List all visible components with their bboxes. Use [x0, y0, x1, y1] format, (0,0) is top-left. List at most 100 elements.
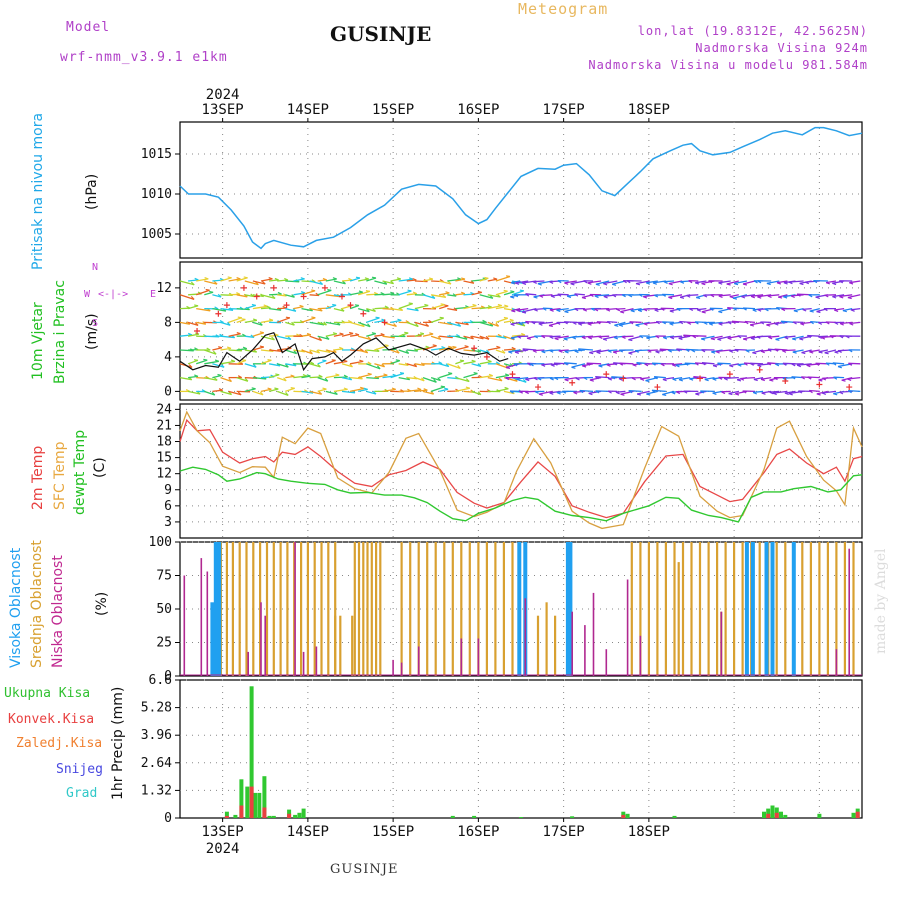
wind-vector: [366, 349, 380, 352]
wind-vector-head: [493, 277, 498, 280]
wind-vector-head: [626, 280, 631, 284]
wind-vector: [742, 280, 756, 285]
wind-vector: [607, 349, 618, 352]
wind-vector-head: [302, 373, 307, 377]
wind-vector: [325, 390, 338, 396]
wind-vector: [220, 277, 232, 282]
wind-vector-head: [533, 296, 538, 299]
date-label-bottom: 17SEP: [543, 824, 585, 840]
wind-vector: [430, 303, 445, 310]
wind-vector: [463, 304, 477, 310]
compass-west: W: [84, 289, 91, 300]
wind-vector-head: [271, 295, 276, 299]
pressure-line: [179, 126, 863, 250]
wind-vector-head: [651, 362, 656, 366]
wind-vector-head: [735, 393, 740, 396]
compass-east: E: [150, 289, 157, 300]
wind-vector-head: [524, 391, 529, 395]
wind-vector-head: [712, 365, 718, 368]
wind-vector-head: [300, 277, 305, 280]
wind-vector-head: [274, 387, 279, 390]
wind-vector-head: [371, 276, 377, 279]
wind-vector-head: [792, 351, 797, 354]
wind-vector-head: [322, 359, 327, 362]
wind-vector-head: [470, 335, 474, 340]
wind-vector-head: [495, 361, 500, 365]
wind-vector: [366, 277, 377, 282]
wind-vector-head: [510, 282, 516, 285]
wind-vector: [538, 321, 553, 325]
wind-vector: [341, 376, 352, 381]
wind-vector-head: [504, 386, 509, 390]
wind-vector: [753, 390, 764, 394]
wind-vector-head: [508, 351, 513, 354]
wind-vector: [741, 294, 756, 298]
wind-vector: [382, 388, 396, 393]
wind-vector: [849, 280, 861, 284]
wind-vector: [358, 335, 371, 341]
wind-vector: [636, 390, 650, 395]
cloud-mid-bar: [818, 542, 821, 676]
wind-vector-head: [588, 336, 593, 340]
wind-vector-head: [775, 338, 780, 341]
wind-vector: [646, 390, 658, 395]
wind-vector-head: [639, 335, 644, 339]
wind-vector-head: [206, 347, 211, 351]
wind-vector-head: [372, 308, 376, 312]
wind-vector-head: [412, 277, 417, 281]
wind-vector-head: [364, 349, 369, 354]
wind-vector-head: [784, 392, 789, 395]
wind-vector-head: [404, 331, 409, 334]
wind-vector: [398, 349, 409, 355]
wind-vector-head: [549, 309, 554, 312]
wind-vector: [651, 389, 666, 393]
cloud-high-bar: [568, 542, 573, 676]
wind-vector: [414, 363, 425, 367]
wind-vector: [447, 294, 457, 297]
precip-total-bar: [253, 792, 257, 818]
wind-vector: [414, 304, 429, 310]
wind-vector: [564, 349, 577, 353]
wind-vector: [556, 307, 569, 311]
wind-vector-head: [654, 309, 659, 313]
wind-vector-head: [311, 316, 316, 319]
precip-convective-bar: [262, 807, 267, 818]
wind-vector-head: [743, 338, 748, 341]
wind-vector: [784, 335, 796, 338]
wind-vector-head: [791, 376, 796, 380]
wind-vector-head: [380, 291, 385, 295]
wind-vector: [390, 307, 403, 312]
wind-vector-head: [457, 365, 461, 369]
wind-vector-head: [749, 362, 754, 366]
precip-convective-bar: [855, 811, 860, 818]
wind-vector-head: [645, 282, 651, 285]
wind-vector: [317, 289, 332, 296]
wind-vector: [293, 292, 306, 296]
wind-vector: [220, 321, 231, 326]
wind-vector: [301, 307, 313, 312]
wind-vector-head: [521, 322, 526, 327]
wind-vector: [309, 321, 325, 326]
wind-vector-head: [663, 281, 668, 284]
wind-vector-head: [596, 321, 601, 325]
wind-vector-head: [190, 295, 195, 300]
wind-vector-head: [473, 372, 478, 375]
wind-vector-head: [760, 378, 765, 382]
wind-vector-head: [465, 378, 470, 382]
wind-vector: [663, 280, 675, 283]
wind-vector: [697, 307, 707, 311]
wind-vector: [822, 390, 837, 394]
wind-vector: [374, 363, 385, 368]
wind-vector-head: [834, 309, 839, 312]
wind-vector-head: [734, 282, 739, 286]
cloud-mid-bar: [554, 615, 557, 676]
wind-vector-head: [437, 335, 442, 340]
wind-vector-head: [679, 320, 684, 325]
wind-vector-head: [850, 309, 855, 312]
wind-vector-head: [570, 283, 575, 286]
wind-vector-head: [769, 391, 774, 395]
wind-vector: [260, 278, 273, 282]
wind-vector-head: [325, 336, 330, 340]
wind-vector-head: [291, 321, 295, 326]
wind-vector-head: [672, 378, 677, 382]
